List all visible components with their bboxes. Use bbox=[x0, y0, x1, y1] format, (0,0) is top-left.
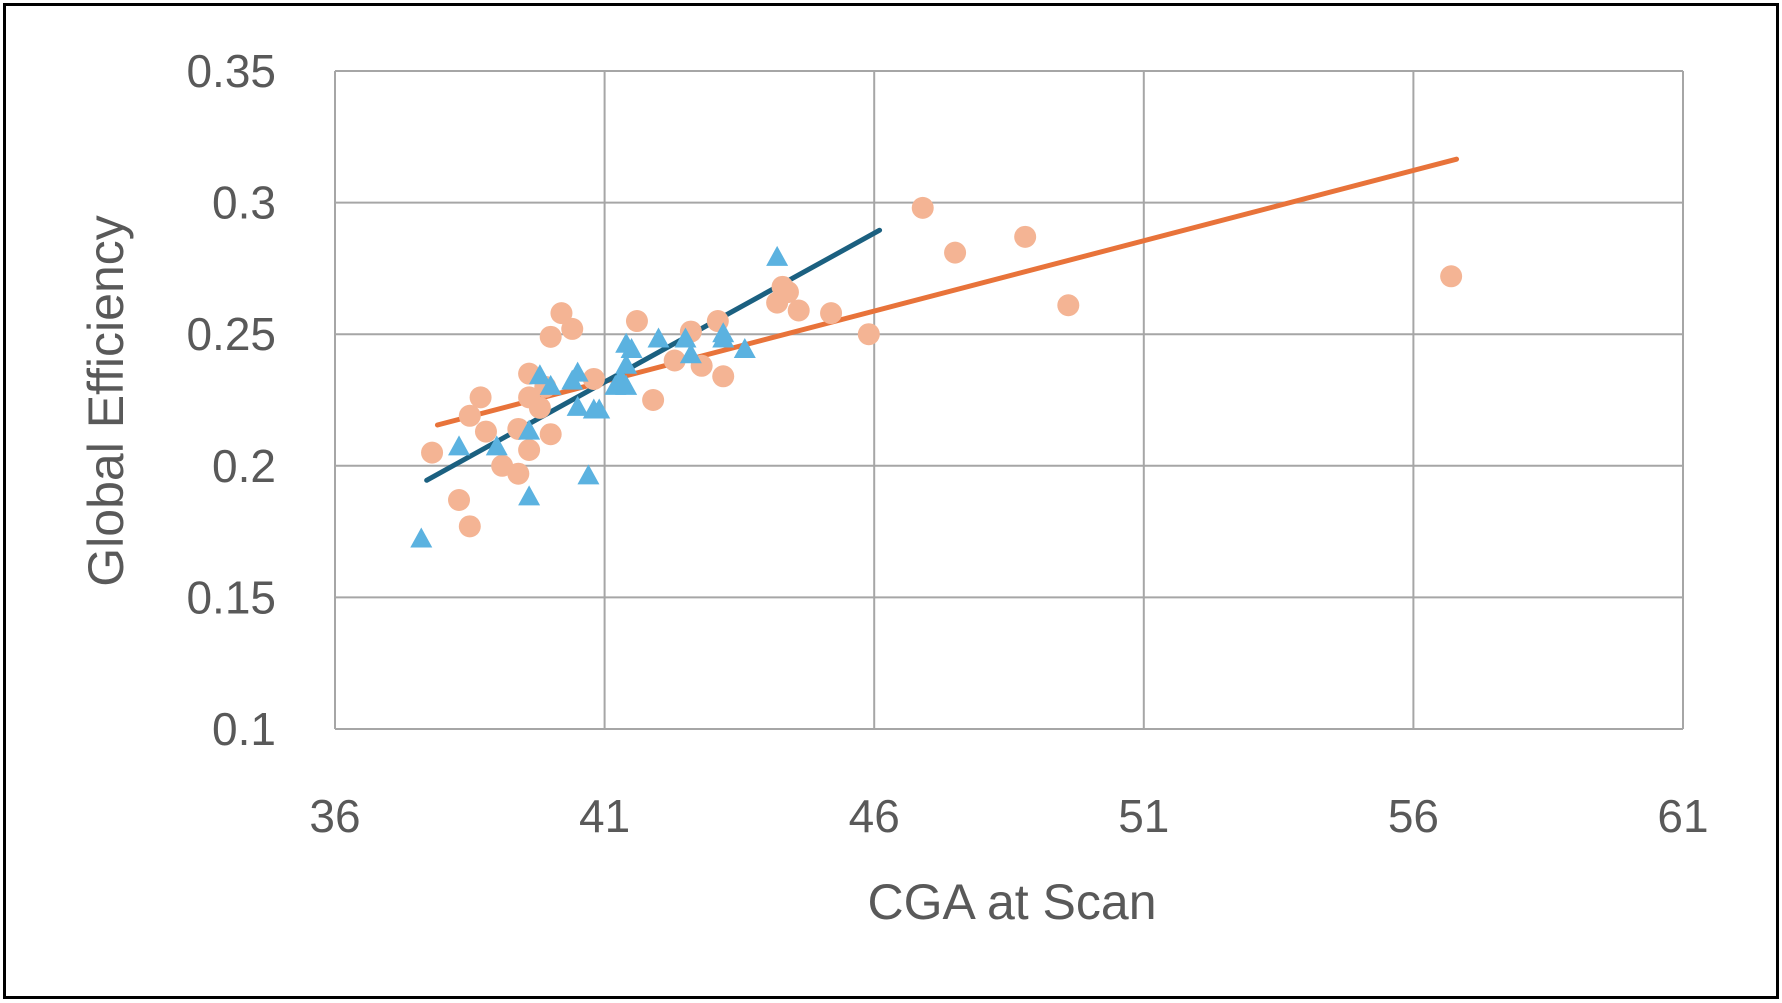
circle-point bbox=[539, 423, 562, 446]
circle-point bbox=[421, 441, 444, 464]
circle-point bbox=[528, 396, 551, 419]
y-tick-label: 0.1 bbox=[212, 703, 276, 755]
circle-point bbox=[857, 323, 880, 346]
triangle-point bbox=[674, 327, 697, 348]
trendlines bbox=[424, 156, 1460, 483]
circle-point bbox=[448, 489, 471, 512]
y-tick-label: 0.35 bbox=[186, 45, 276, 97]
data-points bbox=[410, 196, 1463, 548]
x-axis-title: CGA at Scan bbox=[867, 874, 1156, 930]
circle-point bbox=[458, 515, 481, 538]
y-tick-label: 0.3 bbox=[212, 177, 276, 229]
triangle-point bbox=[588, 398, 611, 419]
circle-point bbox=[663, 349, 686, 372]
circle-point bbox=[474, 420, 497, 443]
circle-point bbox=[561, 317, 584, 340]
triangle-point bbox=[566, 395, 589, 416]
x-tick-label: 51 bbox=[1118, 790, 1169, 842]
x-tick-label: 61 bbox=[1657, 790, 1708, 842]
circle-point bbox=[1440, 265, 1463, 288]
circle-point bbox=[625, 310, 648, 333]
x-tick-label: 36 bbox=[309, 790, 360, 842]
triangle-point bbox=[528, 364, 551, 385]
y-tick-label: 0.2 bbox=[212, 440, 276, 492]
y-axis-title: Global Efficiency bbox=[78, 215, 134, 586]
circle-point bbox=[550, 302, 573, 325]
triangle-point bbox=[766, 245, 789, 266]
circle-point bbox=[469, 386, 492, 409]
chart-frame: 0.1 0.15 0.2 0.25 0.3 0.35 36 41 46 51 56 61 CGA at… bbox=[3, 3, 1779, 999]
triangle-point bbox=[620, 337, 643, 358]
circle-point bbox=[539, 325, 562, 348]
y-tick-label: 0.15 bbox=[186, 571, 276, 623]
triangle-point bbox=[647, 327, 670, 348]
y-tick-label: 0.25 bbox=[186, 308, 276, 360]
triangle-point bbox=[448, 435, 471, 456]
triangle-point bbox=[733, 337, 756, 358]
circle-point bbox=[787, 299, 810, 322]
circle-point bbox=[642, 389, 665, 411]
circle-point bbox=[582, 367, 605, 390]
triangle-point bbox=[566, 361, 589, 382]
triangle-point bbox=[712, 327, 735, 348]
triangle-point bbox=[518, 419, 541, 440]
triangle-point bbox=[615, 353, 638, 374]
circle-point bbox=[712, 365, 735, 388]
x-tick-label: 41 bbox=[579, 790, 630, 842]
circle-point bbox=[518, 439, 541, 462]
scatter-chart: 0.1 0.15 0.2 0.25 0.3 0.35 36 41 46 51 56 61 CGA at… bbox=[78, 45, 1709, 930]
circle-point bbox=[944, 241, 967, 264]
circle-point bbox=[458, 404, 481, 427]
circle-point bbox=[776, 281, 799, 304]
tick-labels: 0.1 0.15 0.2 0.25 0.3 0.35 36 41 46 51 56 61 bbox=[186, 45, 1708, 842]
circle-point bbox=[1057, 294, 1080, 317]
circle-point bbox=[1014, 225, 1037, 248]
circle-point bbox=[507, 462, 530, 485]
circle-point bbox=[820, 302, 843, 325]
x-tick-label: 56 bbox=[1388, 790, 1439, 842]
triangle-point bbox=[539, 374, 562, 395]
triangle-point bbox=[615, 374, 638, 395]
triangle-point bbox=[485, 435, 508, 456]
triangle-point bbox=[518, 485, 541, 506]
trendline-2 bbox=[424, 227, 883, 483]
triangle-point bbox=[679, 343, 702, 364]
triangle-point bbox=[410, 527, 433, 548]
triangle-point bbox=[577, 464, 600, 485]
circle-point bbox=[911, 196, 934, 219]
x-tick-label: 46 bbox=[849, 790, 900, 842]
